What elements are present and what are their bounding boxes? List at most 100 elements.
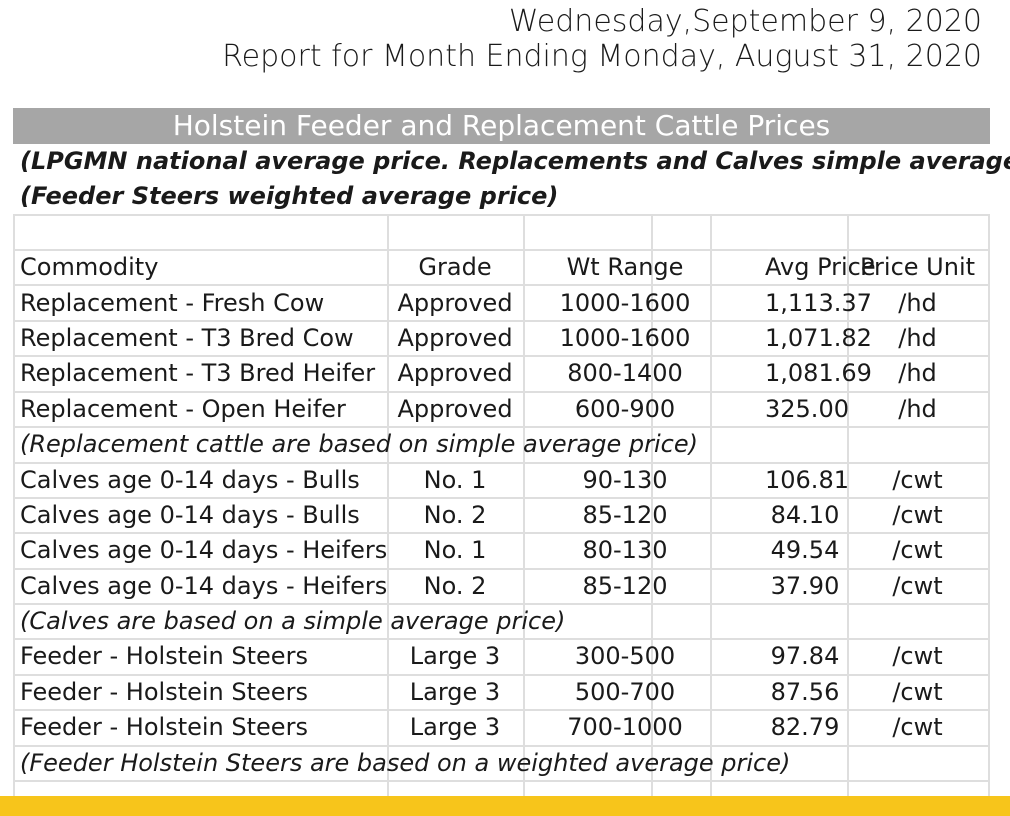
- cell-wt-range: 600-900: [574, 394, 676, 423]
- cell-price-unit: /cwt: [892, 677, 943, 706]
- table-row: Calves age 0-14 days - Heifers No. 2 85-12…: [13, 569, 990, 604]
- cell-avg-price: 325.00: [765, 394, 849, 423]
- cell-wt-range: 700-1000: [567, 713, 683, 742]
- cell-wt-range: 1000-1600: [559, 323, 691, 352]
- table-note-row: (Replacement cattle are based on simple …: [13, 427, 990, 462]
- cell-commodity: Feeder - Holstein Steers: [20, 642, 308, 671]
- cell-avg-price: 1,081.69: [765, 359, 872, 388]
- grid-hline: [13, 355, 990, 357]
- column-header-price-unit: Price Unit: [859, 253, 976, 282]
- cell-grade: Approved: [397, 288, 513, 317]
- column-header-wt-range: Wt Range: [566, 253, 684, 282]
- cell-grade: Large 3: [409, 677, 501, 706]
- table-row: Replacement - Fresh Cow Approved 1000-1600…: [13, 285, 990, 320]
- table-row: Feeder - Holstein Steers Large 3 700-1000 8…: [13, 710, 990, 745]
- cell-avg-price: 37.90: [770, 571, 840, 600]
- grid-hline: [13, 320, 990, 322]
- cell-commodity: Feeder - Holstein Steers: [20, 713, 308, 742]
- cell-price-unit: /hd: [898, 323, 937, 352]
- table-row: Calves age 0-14 days - Bulls No. 2 85-120 8…: [13, 498, 990, 533]
- cell-wt-range: 300-500: [574, 642, 676, 671]
- cell-price-unit: /hd: [898, 359, 937, 388]
- table-row: Feeder - Holstein Steers Large 3 500-700 87…: [13, 675, 990, 710]
- table-note: (Calves are based on a simple average pr…: [20, 607, 566, 636]
- grid-vline: [847, 214, 849, 796]
- column-header-grade: Grade: [418, 253, 492, 282]
- cell-avg-price: 1,113.37: [765, 288, 872, 317]
- grid-vline: [651, 214, 653, 796]
- table-note-row: (Calves are based on a simple average pr…: [13, 604, 990, 639]
- cell-price-unit: /cwt: [892, 571, 943, 600]
- table-header-row: Commodity Grade Wt Range Avg Price Price…: [13, 250, 990, 285]
- cell-avg-price: 82.79: [770, 713, 840, 742]
- report-date: Wednesday,September 9, 2020: [508, 4, 982, 39]
- cell-wt-range: 500-700: [574, 677, 676, 706]
- cell-price-unit: /hd: [898, 394, 937, 423]
- cell-commodity: Replacement - T3 Bred Cow: [20, 323, 354, 352]
- cell-avg-price: 87.56: [770, 677, 840, 706]
- grid-vline: [988, 214, 990, 796]
- cell-price-unit: /cwt: [892, 713, 943, 742]
- table-row: Calves age 0-14 days - Bulls No. 1 90-130 1…: [13, 462, 990, 497]
- grid-hline: [13, 214, 990, 216]
- cell-avg-price: 1,071.82: [765, 323, 872, 352]
- grid-hline: [13, 391, 990, 393]
- grid-hline: [13, 780, 990, 782]
- cell-price-unit: /hd: [898, 288, 937, 317]
- cell-grade: Approved: [397, 394, 513, 423]
- grid-vline: [523, 214, 525, 796]
- cell-wt-range: 85-120: [582, 571, 668, 600]
- grid-vline: [387, 214, 389, 796]
- grid-hline: [13, 638, 990, 640]
- grid-hline: [13, 745, 990, 747]
- grid-vline: [13, 214, 15, 796]
- cell-price-unit: /cwt: [892, 536, 943, 565]
- cell-commodity: Replacement - Fresh Cow: [20, 288, 325, 317]
- table-note-row: (Feeder Holstein Steers are based on a w…: [13, 745, 990, 780]
- price-table-body: Commodity Grade Wt Range Avg Price Price…: [13, 250, 990, 781]
- cell-grade: Approved: [397, 359, 513, 388]
- cell-grade: Large 3: [409, 713, 501, 742]
- table-note: (Feeder Holstein Steers are based on a w…: [20, 748, 791, 777]
- cell-wt-range: 1000-1600: [559, 288, 691, 317]
- cell-commodity: Replacement - T3 Bred Heifer: [20, 359, 376, 388]
- cell-price-unit: /cwt: [892, 465, 943, 494]
- column-header-commodity: Commodity: [20, 253, 159, 282]
- cell-commodity: Replacement - Open Heifer: [20, 394, 346, 423]
- table-note: (Replacement cattle are based on simple …: [20, 430, 698, 459]
- cell-grade: Large 3: [409, 642, 501, 671]
- grid-hline: [13, 497, 990, 499]
- grid-hline: [13, 603, 990, 605]
- cell-grade: No. 1: [423, 536, 487, 565]
- table-row: Calves age 0-14 days - Heifers No. 1 80-13…: [13, 533, 990, 568]
- report-period: Report for Month Ending Monday, August 3…: [222, 39, 982, 74]
- table-row: Feeder - Holstein Steers Large 3 300-500 97…: [13, 639, 990, 674]
- grid-hline: [13, 532, 990, 534]
- grid-vline: [710, 214, 712, 796]
- column-header-avg-price: Avg Price: [765, 253, 876, 282]
- table-row: Replacement - Open Heifer Approved 600-900…: [13, 392, 990, 427]
- cell-avg-price: 106.81: [765, 465, 849, 494]
- cell-wt-range: 80-130: [582, 536, 668, 565]
- cell-commodity: Calves age 0-14 days - Heifers: [20, 571, 388, 600]
- cell-grade: No. 2: [423, 500, 487, 529]
- cell-grade: No. 2: [423, 571, 487, 600]
- table-title: Holstein Feeder and Replacement Cattle P…: [13, 108, 990, 144]
- cell-price-unit: /cwt: [892, 642, 943, 671]
- grid-hline: [13, 462, 990, 464]
- grid-hline: [13, 568, 990, 570]
- grid-hline: [13, 674, 990, 676]
- cell-avg-price: 97.84: [770, 642, 840, 671]
- subtitle-line-1: (LPGMN national average price. Replaceme…: [20, 147, 1010, 175]
- grid-hline: [13, 249, 990, 251]
- cell-price-unit: /cwt: [892, 500, 943, 529]
- table-row: Replacement - T3 Bred Heifer Approved 800-…: [13, 356, 990, 391]
- grid-hline: [13, 284, 990, 286]
- cell-avg-price: 84.10: [770, 500, 840, 529]
- subtitle-line-2: (Feeder Steers weighted average price): [20, 182, 559, 210]
- cell-avg-price: 49.54: [770, 536, 840, 565]
- cell-grade: No. 1: [423, 465, 487, 494]
- grid-hline: [13, 426, 990, 428]
- cell-commodity: Feeder - Holstein Steers: [20, 677, 308, 706]
- cell-commodity: Calves age 0-14 days - Heifers: [20, 536, 388, 565]
